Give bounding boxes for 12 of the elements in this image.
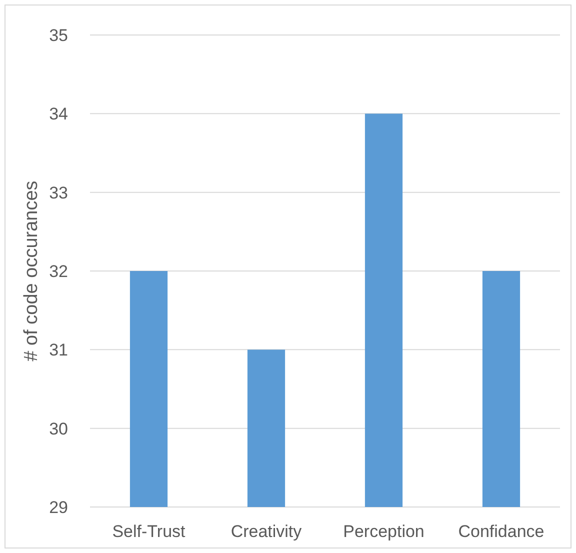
y-tick-label: 31 xyxy=(49,340,68,360)
x-tick-label: Perception xyxy=(343,522,424,541)
y-tick-label: 34 xyxy=(49,104,68,124)
y-tick-label: 30 xyxy=(49,419,68,438)
y-tick-label: 33 xyxy=(49,183,68,202)
x-tick-label: Creativity xyxy=(230,522,302,541)
x-tick-label: Confidance xyxy=(458,522,544,541)
y-axis-title: # of code occurances xyxy=(21,180,42,362)
y-tick-label: 35 xyxy=(49,26,68,45)
y-tick-label: 29 xyxy=(49,498,68,517)
y-tick-label: 32 xyxy=(49,262,68,281)
x-tick-label: Self-Trust xyxy=(112,522,186,541)
